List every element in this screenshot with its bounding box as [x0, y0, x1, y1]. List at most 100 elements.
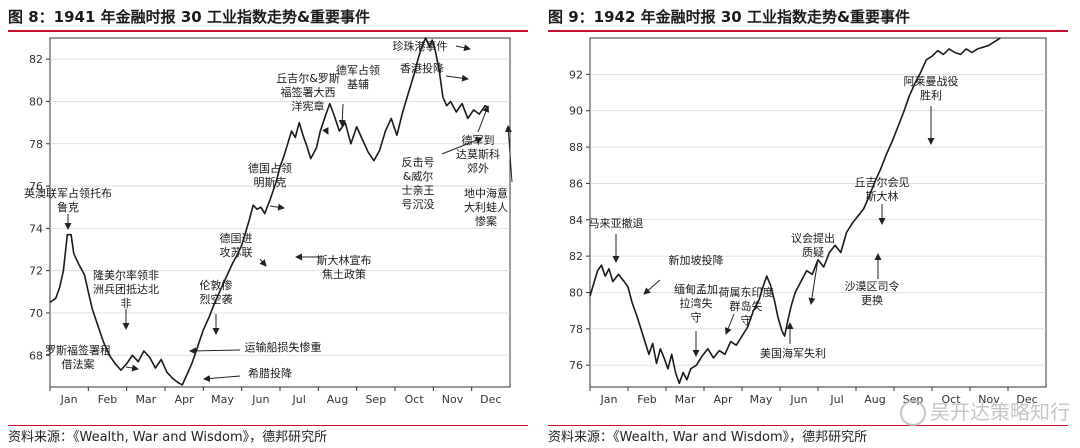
x-tick-label: Jan	[60, 393, 78, 406]
annotation-line: 丘吉尔会见	[855, 176, 910, 189]
annotation-arrow	[504, 125, 513, 183]
annotation-arrow	[724, 313, 735, 335]
annotation-arrow	[259, 258, 267, 267]
chart-panel-1941: 图 8：1941 年金融时报 30 工业指数走势&重要事件 68 70 72 74 76…	[8, 0, 528, 448]
annotation-line: 议会提出	[791, 231, 835, 245]
annotation-line: 守	[691, 310, 702, 324]
annotation-arrow	[445, 74, 469, 82]
line-chart-1941: 68 70 72 74 76 78 80 82 Jan Feb Mar Apr May Jun Jul Aug…	[24, 37, 513, 406]
annotation-line: 罗斯福签署租	[45, 343, 111, 357]
wechat-icon	[900, 400, 926, 426]
annotation-label: 隆美尔率领非洲兵团抵达北非	[93, 268, 159, 310]
annotation-line: 明斯克	[254, 176, 287, 189]
x-tick-label: Jun	[789, 393, 807, 406]
y-tick-label: 80	[569, 286, 583, 299]
annotation-line: 香港投降	[400, 61, 444, 75]
annotation-line: 质疑	[802, 246, 824, 259]
annotation-label: 新加坡投降	[669, 253, 724, 267]
annotation-line: 拉湾失	[680, 296, 713, 310]
annotation-line: 珍珠港事件	[393, 39, 448, 53]
annotation-line: 达莫斯科	[456, 147, 500, 161]
annotation-label: 反击号&威尔士亲王号沉没	[402, 156, 435, 211]
annotation-line: 群岛失	[730, 299, 763, 313]
series-line	[49, 37, 490, 386]
annotation-label: 德军到达莫斯科郊外	[456, 133, 500, 175]
y-tick-label: 88	[569, 141, 583, 154]
x-tick-label: Jul	[292, 393, 306, 406]
annotation-arrow	[441, 136, 483, 155]
watermark: 吴开达策略知行	[900, 396, 1070, 426]
annotation-line: 荷属东印度	[719, 285, 774, 299]
annotation-arrow	[808, 258, 819, 305]
x-tick-label: May	[211, 393, 234, 406]
annotation-arrow	[189, 347, 241, 355]
title-rule	[548, 30, 1068, 32]
x-tick-label: Apr	[713, 393, 733, 406]
annotation-line: 攻苏联	[220, 245, 253, 259]
annotation-label: 沙漠区司令更换	[845, 279, 900, 307]
y-tick-label: 80	[29, 95, 43, 108]
source-rule	[8, 425, 528, 426]
x-tick-label: Nov	[978, 393, 1000, 406]
x-tick-label: Mar	[135, 393, 156, 406]
chart-panel-1942: 图 9：1942 年金融时报 30 工业指数走势&重要事件 76 78 80 82 84…	[548, 0, 1068, 448]
annotation-line: 洲兵团抵达北	[93, 282, 159, 296]
x-tick-label: Apr	[175, 393, 195, 406]
annotation-line: 沙漠区司令	[845, 279, 900, 293]
annotation-arrow	[125, 364, 139, 372]
y-tick-label: 68	[29, 349, 43, 362]
annotation-label: 英澳联军占领托布鲁克	[24, 186, 112, 214]
y-tick-label: 90	[569, 105, 583, 118]
x-tick-label: Aug	[864, 393, 885, 406]
x-tick-label: Oct	[405, 393, 425, 406]
x-tick-label: Dec	[1016, 393, 1037, 406]
annotation-label: 丘吉尔会见斯大林	[855, 176, 910, 203]
annotation-arrow	[203, 375, 241, 382]
annotation-label: 希腊投降	[248, 366, 292, 380]
annotation-line: 焦土政策	[322, 267, 366, 281]
annotation-line: 英澳联军占领托布	[24, 186, 112, 200]
annotation-line: 斯大林宣布	[317, 253, 372, 267]
x-tick-label: Sep	[365, 393, 386, 406]
annotation-label: 美国海军失利	[760, 346, 826, 360]
source-note: 资料来源：《Wealth, War and Wisdom》，德邦研究所	[8, 430, 328, 445]
annotation-line: 丘吉尔&罗斯	[276, 72, 340, 85]
annotation-line: 福签署大西	[281, 85, 336, 99]
annotation-label: 马来亚撤退	[589, 216, 644, 230]
annotation-label: 德军占领基辅	[336, 63, 380, 91]
annotation-line: &威尔	[403, 170, 434, 183]
y-tick-label: 72	[29, 265, 43, 278]
annotation-line: 士亲王	[402, 183, 435, 197]
annotation-line: 更换	[861, 293, 883, 307]
annotation-line: 阿莱曼战役	[904, 74, 959, 88]
annotation-line: 伦敦惨	[200, 278, 233, 292]
y-tick-label: 76	[29, 180, 43, 193]
annotation-line: 德国占领	[248, 161, 292, 175]
plot-frame	[589, 37, 1047, 388]
annotation-line: 借法案	[62, 357, 95, 371]
annotation-arrow	[322, 127, 329, 135]
annotation-label: 地中海意大利蛙人惨案	[464, 186, 508, 228]
annotation-line: 大利蛙人	[464, 200, 508, 214]
annotation-line: 德国进	[220, 231, 253, 245]
annotation-line: 胜利	[920, 88, 942, 102]
x-tick-label: May	[750, 393, 773, 406]
x-tick-label: Feb	[98, 393, 117, 406]
annotation-arrow	[643, 279, 661, 295]
title-rule	[8, 30, 528, 32]
annotation-arrow	[338, 103, 346, 127]
y-tick-label: 82	[29, 53, 43, 66]
y-tick-label: 84	[569, 214, 583, 227]
annotation-arrow	[455, 44, 471, 52]
source-note: 资料来源：《Wealth, War and Wisdom》，德邦研究所	[548, 430, 868, 445]
y-tick-label: 92	[569, 68, 583, 81]
annotation-line: 反击号	[402, 156, 435, 169]
annotation-line: 地中海意	[464, 186, 508, 200]
y-tick-label: 70	[29, 307, 43, 320]
annotation-line: 号沉没	[402, 198, 435, 211]
annotation-line: 新加坡投降	[669, 253, 724, 267]
annotation-line: 希腊投降	[248, 366, 292, 380]
x-tick-label: Jul	[829, 393, 843, 406]
x-tick-label: Oct	[941, 393, 961, 406]
x-tick-label: Jun	[251, 393, 269, 406]
